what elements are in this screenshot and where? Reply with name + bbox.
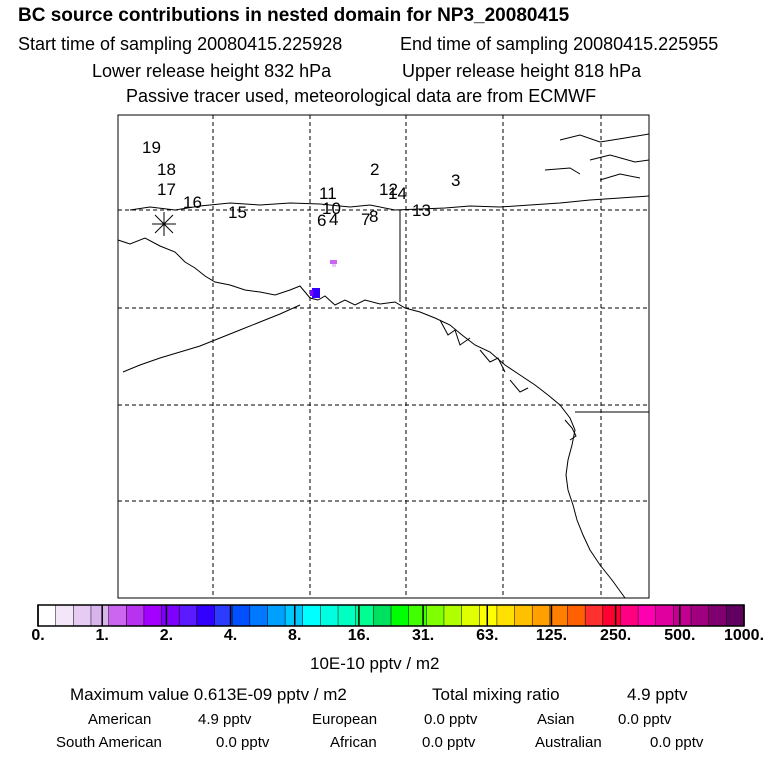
tracer-note: Passive tracer used, meteorological data… [126, 86, 597, 106]
colorbar-cell [196, 605, 215, 626]
colorbar-cell [532, 605, 551, 626]
colorbar-cell [108, 605, 127, 626]
colorbar-cells [38, 605, 745, 626]
star-marker [152, 212, 176, 236]
region-name: European [312, 711, 378, 728]
region-value: 0.0 pptv [650, 734, 704, 751]
point-label: 14 [388, 184, 407, 203]
max-value-label: Maximum value 0.613E-09 pptv / m2 [70, 685, 347, 704]
colorbar-cell [90, 605, 109, 626]
colorbar-tick-label: 1. [95, 627, 109, 644]
colorbar-cell [673, 605, 692, 626]
plot-title: BC source contributions in nested domain… [18, 5, 570, 26]
region-value: 0.0 pptv [618, 711, 672, 728]
colorbar-cell [408, 605, 427, 626]
colorbar-unit-label: 10E-10 pptv / m2 [310, 654, 440, 673]
start-time-label: Start time of sampling 20080415.225928 [18, 34, 343, 54]
colorbar-cell [355, 605, 374, 626]
region-value: 0.0 pptv [424, 711, 478, 728]
concentration-cell [312, 288, 320, 298]
colorbar-cell [373, 605, 392, 626]
colorbar-cell [461, 605, 480, 626]
colorbar-tick-label: 2. [159, 627, 174, 644]
colorbar-cell [55, 605, 74, 626]
point-label: 13 [412, 201, 431, 220]
point-label: 19 [142, 138, 161, 157]
colorbar-cell [232, 605, 251, 626]
colorbar-cell [38, 605, 57, 626]
colorbar-tick-label: 500. [664, 627, 696, 644]
concentration-cell [330, 260, 337, 264]
colorbar-cell [73, 605, 92, 626]
point-label: 17 [157, 180, 176, 199]
colorbar-tick-label: 125. [535, 627, 568, 644]
colorbar-tick-label: 16. [347, 627, 371, 644]
point-label: 16 [183, 193, 202, 212]
colorbar-cell [302, 605, 321, 626]
colorbar-cell [249, 605, 268, 626]
map-frame [117, 114, 650, 599]
colorbar-tick-label: 0. [31, 627, 45, 644]
point-label: 3 [451, 171, 460, 190]
colorbar-cell [443, 605, 462, 626]
colorbar-cell [496, 605, 515, 626]
colorbar-cell [338, 605, 357, 626]
total-mixing-label: Total mixing ratio [432, 685, 560, 704]
point-label: 4 [329, 210, 338, 229]
point-label: 7 [361, 210, 370, 229]
colorbar-cell [567, 605, 586, 626]
colorbar-cell [514, 605, 533, 626]
point-label: 15 [228, 203, 247, 222]
colorbar-cell [585, 605, 604, 626]
colorbar-cell [726, 605, 745, 626]
colorbar-cell [426, 605, 445, 626]
colorbar-cell [391, 605, 410, 626]
region-value: 0.0 pptv [216, 734, 270, 751]
point-label: 18 [157, 160, 176, 179]
region-name: American [88, 711, 152, 728]
colorbar-tick-label: 8. [288, 627, 302, 644]
point-label: 8 [369, 207, 378, 226]
colorbar-cell [214, 605, 233, 626]
point-label: 6 [317, 211, 326, 230]
colorbar-tick-label: 1000. [723, 627, 765, 644]
concentration-cell [310, 290, 313, 296]
colorbar-tick-label: 31. [411, 627, 435, 644]
colorbar-cell [549, 605, 568, 626]
colorbar-cell [479, 605, 498, 626]
colorbar-cell [267, 605, 286, 626]
region-name: Australian [535, 734, 602, 751]
colorbar-cell [179, 605, 198, 626]
coastline [117, 133, 650, 599]
point-label: 11 [319, 184, 337, 203]
colorbar-cell [620, 605, 639, 626]
total-mixing-value: 4.9 pptv [627, 685, 688, 704]
region-name: Asian [537, 711, 575, 728]
colorbar-cell [638, 605, 657, 626]
colorbar-tick-label: 4. [223, 627, 238, 644]
colorbar-cell [602, 605, 621, 626]
colorbar-cell [143, 605, 162, 626]
upper-height-label: Upper release height 818 hPa [402, 61, 642, 81]
colorbar-cell [655, 605, 674, 626]
colorbar-cell [708, 605, 727, 626]
point-label: 10 [322, 199, 341, 218]
colorbar-cell [691, 605, 710, 626]
colorbar-cell [161, 605, 180, 626]
colorbar-cell [126, 605, 145, 626]
region-name: South American [56, 734, 162, 751]
colorbar-tick-label: 250. [600, 627, 632, 644]
point-label: 12 [379, 180, 398, 199]
colorbar-cell [320, 605, 339, 626]
end-time-label: End time of sampling 20080415.225955 [400, 34, 719, 54]
point-label: 2 [370, 160, 379, 179]
lower-height-label: Lower release height 832 hPa [92, 61, 332, 81]
region-value: 0.0 pptv [422, 734, 476, 751]
colorbar-tick-label: 63. [476, 627, 499, 644]
region-value: 4.9 pptv [198, 711, 252, 728]
region-name: African [330, 734, 377, 751]
concentration-cell [332, 264, 336, 267]
